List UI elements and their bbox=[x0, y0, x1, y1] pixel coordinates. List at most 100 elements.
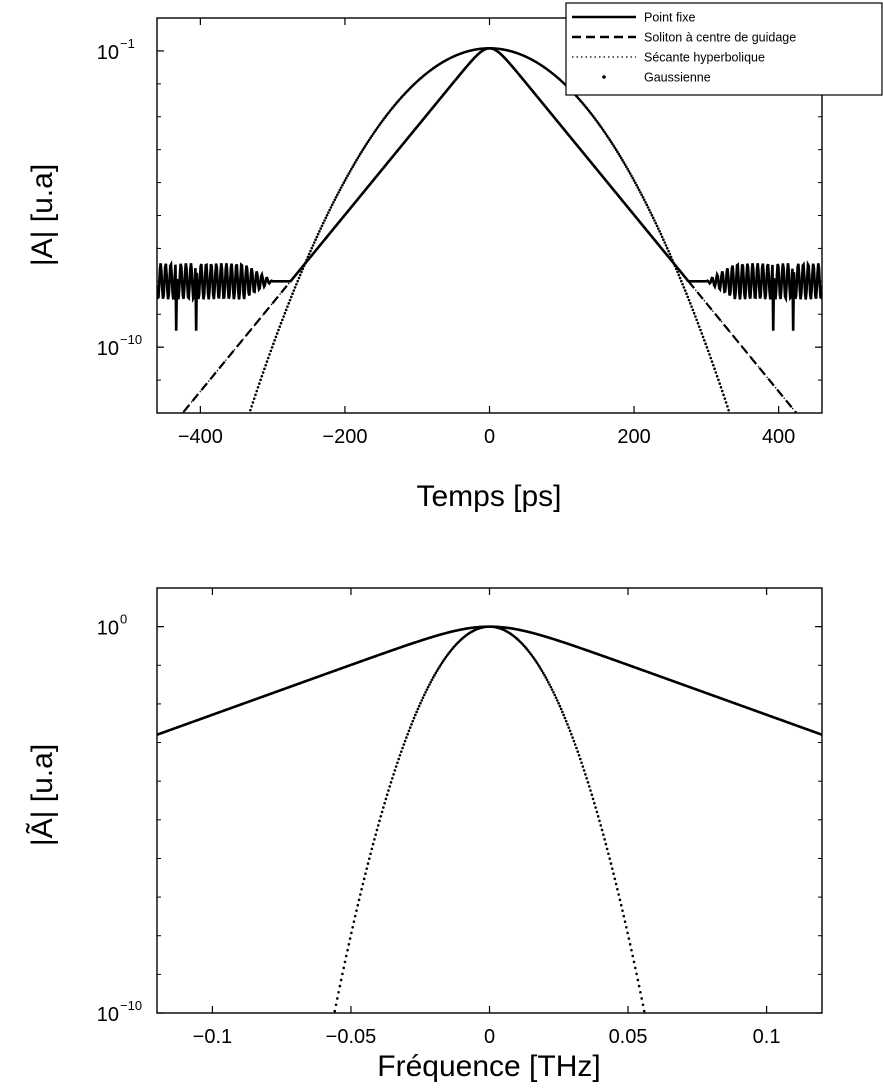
series-point bbox=[425, 688, 429, 691]
series-point bbox=[619, 903, 623, 907]
series-point bbox=[379, 815, 383, 818]
series-point bbox=[251, 401, 255, 404]
series-point bbox=[668, 252, 672, 256]
series-point bbox=[642, 1009, 646, 1013]
y-tick-exponent: −10 bbox=[120, 998, 142, 1013]
series-point bbox=[626, 167, 629, 171]
series-point bbox=[298, 273, 302, 277]
series-point bbox=[544, 676, 548, 679]
legend-item: Point fixe bbox=[572, 11, 695, 25]
series-point bbox=[651, 216, 655, 220]
series-point bbox=[635, 972, 638, 976]
series-point bbox=[608, 857, 612, 860]
series-point bbox=[691, 308, 695, 312]
series-point bbox=[443, 657, 447, 661]
series-point bbox=[567, 726, 571, 729]
series-point bbox=[703, 339, 706, 342]
series-point bbox=[630, 948, 633, 952]
series-point bbox=[348, 169, 352, 173]
series-point bbox=[356, 903, 360, 907]
series-point bbox=[385, 793, 389, 796]
series-point bbox=[636, 186, 640, 189]
series-point bbox=[612, 144, 615, 147]
series-point bbox=[658, 230, 661, 233]
series-point bbox=[430, 678, 434, 682]
series-point bbox=[254, 393, 257, 397]
series-point bbox=[348, 937, 352, 940]
series-point bbox=[687, 298, 691, 302]
series-point bbox=[438, 665, 441, 668]
series-point bbox=[618, 898, 622, 902]
series-point bbox=[623, 920, 627, 923]
series-point bbox=[616, 150, 619, 154]
series-point bbox=[614, 882, 618, 886]
series-point bbox=[723, 397, 727, 400]
series-point bbox=[602, 128, 605, 132]
x-axis-label: Temps [ps] bbox=[416, 480, 561, 513]
series-point bbox=[416, 707, 420, 711]
series-point bbox=[410, 723, 413, 726]
series-point bbox=[327, 211, 330, 214]
series-point bbox=[622, 914, 626, 918]
series-point bbox=[636, 978, 640, 982]
series-point bbox=[360, 887, 363, 891]
series-point bbox=[289, 295, 293, 299]
series-point bbox=[660, 235, 664, 239]
series-point bbox=[644, 201, 647, 204]
series-point bbox=[364, 144, 367, 147]
series-point bbox=[268, 353, 271, 356]
series-point bbox=[402, 743, 406, 746]
series-point bbox=[439, 663, 443, 666]
series-point bbox=[419, 701, 422, 705]
series-point bbox=[371, 132, 375, 136]
legend-item: Soliton à centre de guidage bbox=[572, 31, 796, 45]
series-point bbox=[695, 318, 698, 322]
series-point bbox=[696, 321, 700, 325]
series-point bbox=[316, 232, 320, 236]
series-point bbox=[564, 719, 568, 723]
series-point bbox=[314, 238, 317, 241]
series-point bbox=[247, 417, 250, 420]
series-point bbox=[709, 356, 713, 360]
series-point bbox=[532, 657, 536, 661]
series-point bbox=[659, 232, 663, 236]
x-tick-label: −400 bbox=[178, 426, 223, 448]
series-point bbox=[344, 176, 348, 180]
series-point bbox=[255, 389, 259, 393]
x-tick-label: −0.1 bbox=[193, 1026, 232, 1048]
series-point bbox=[607, 136, 610, 140]
series-point bbox=[319, 227, 322, 230]
series-point bbox=[284, 308, 288, 312]
series-point bbox=[602, 833, 605, 836]
x-tick-label: −200 bbox=[322, 426, 367, 448]
series-point bbox=[373, 130, 376, 134]
series-point bbox=[331, 1023, 334, 1026]
series-point bbox=[603, 130, 606, 134]
y-tick-label: 10 0 bbox=[97, 612, 127, 640]
series-point bbox=[401, 746, 404, 750]
series-point bbox=[307, 252, 311, 256]
series-point bbox=[341, 183, 344, 187]
series-point bbox=[575, 746, 578, 750]
series-point bbox=[336, 193, 339, 197]
series-point bbox=[406, 732, 409, 736]
series-point bbox=[286, 305, 289, 308]
series-point bbox=[655, 224, 659, 228]
series-point bbox=[732, 425, 735, 428]
series-point bbox=[534, 659, 537, 662]
series-point bbox=[641, 1003, 645, 1007]
series-point bbox=[686, 295, 690, 299]
series-point bbox=[712, 363, 715, 367]
series-point bbox=[398, 754, 402, 757]
series-point bbox=[561, 710, 564, 714]
series-point bbox=[370, 847, 374, 851]
series-point bbox=[633, 181, 637, 185]
series-point bbox=[649, 211, 652, 214]
x-tick-label: 400 bbox=[762, 426, 795, 448]
series-point bbox=[625, 925, 628, 929]
series-point bbox=[648, 208, 651, 212]
series-point bbox=[351, 165, 354, 169]
series-point bbox=[258, 382, 261, 385]
series-point bbox=[367, 138, 371, 142]
series-point bbox=[435, 669, 439, 673]
